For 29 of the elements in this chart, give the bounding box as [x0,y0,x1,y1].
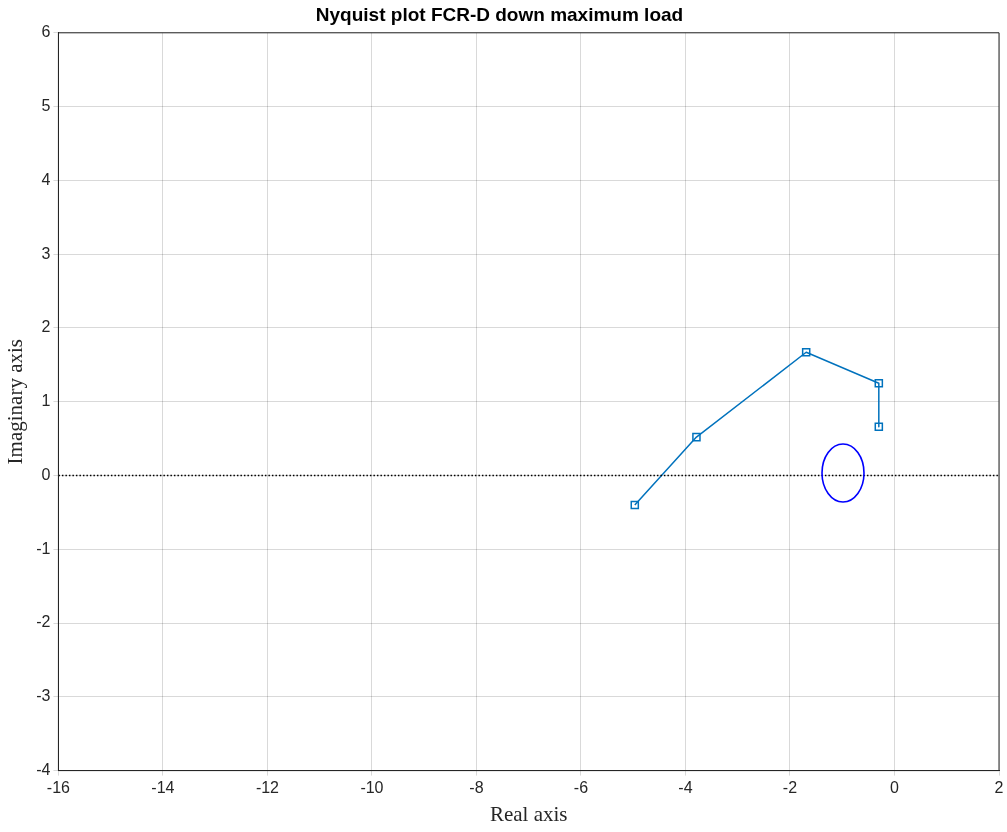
y-tick-label: -3 [36,687,51,705]
x-tick-label: -2 [782,778,798,796]
y-tick-label: -1 [36,539,51,557]
x-tick-label: -16 [46,778,71,796]
x-tick-label: 0 [890,778,900,796]
y-tick-label: 2 [41,318,51,336]
y-tick-label: 5 [41,96,51,114]
point [874,422,884,432]
point [630,500,640,510]
x-tick-label: -14 [151,778,175,796]
point [801,347,811,357]
x-axis-title: Real axis [489,801,568,826]
x-tick-label: -8 [469,778,484,796]
chart-title: Nyquist plot FCR-D down maximum load [315,3,684,25]
y-axis-title: Imaginary axis [3,339,28,465]
y-tick-label: 0 [41,465,51,483]
y-tick-label: 1 [41,392,51,410]
y-tick-label: 3 [41,244,51,262]
y-tick-label: -2 [36,613,51,631]
point [692,432,701,442]
y-tick-label: -4 [36,761,51,779]
x-tick-label: -12 [255,778,280,796]
point [874,378,884,388]
x-tick-label: 2 [994,778,1004,796]
y-tick-label: 6 [41,23,51,41]
x-tick-label: -6 [573,778,589,796]
x-tick-label: -10 [360,778,384,796]
x-tick-label: -4 [678,778,693,796]
y-tick-label: 4 [41,170,51,188]
